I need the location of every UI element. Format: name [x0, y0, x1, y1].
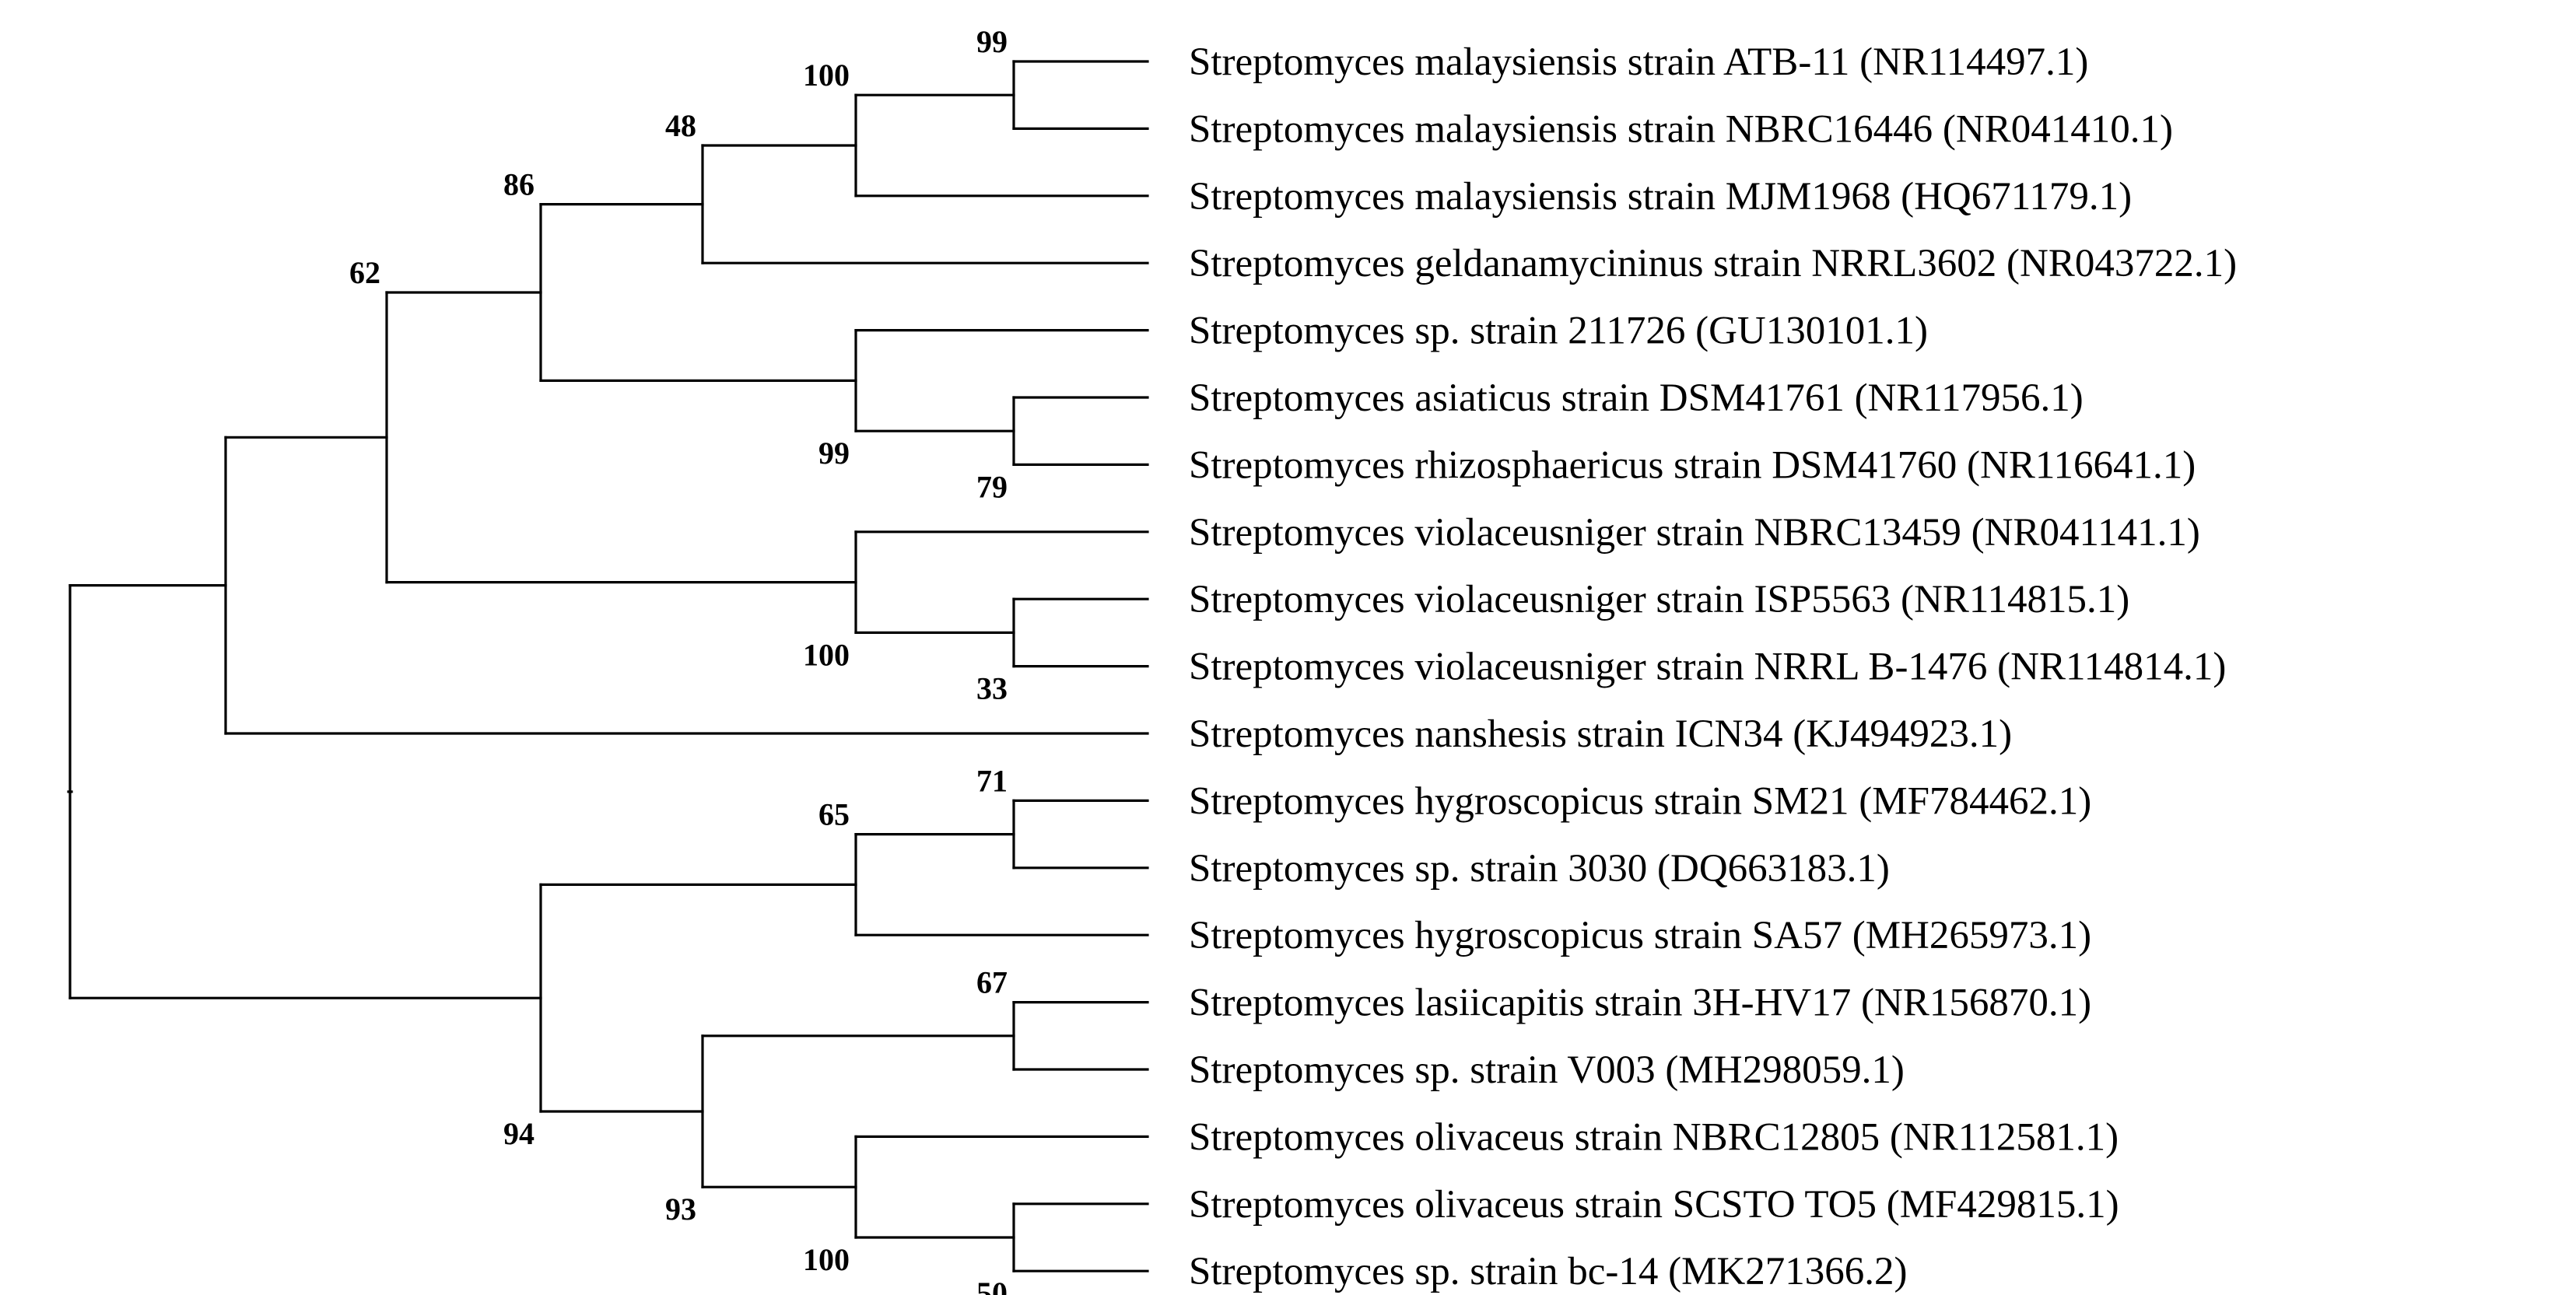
bootstrap-value: 65 — [818, 797, 850, 832]
taxon-label: Streptomyces malaysiensis strain MJM1968… — [1189, 175, 2132, 219]
taxon-label: Streptomyces hygroscopicus strain SA57 (… — [1189, 914, 2091, 957]
bootstrap-value: 71 — [976, 763, 1008, 798]
taxon-label: Streptomyces rhizosphaericus strain DSM4… — [1189, 443, 2196, 487]
taxon-label: Streptomyces hygroscopicus strain SM21 (… — [1189, 779, 2091, 823]
bootstrap-value: 100 — [803, 58, 850, 93]
taxon-label: Streptomyces sp. strain 211726 (GU130101… — [1189, 310, 1928, 353]
taxon-label: Streptomyces olivaceus strain NBRC12805 … — [1189, 1115, 2119, 1159]
taxon-label: Streptomyces sp. strain V003 (MH298059.1… — [1189, 1048, 1905, 1092]
bootstrap-values: 99 100 48 86 79 99 33 100 62 71 65 67 50 100 93 94 — [349, 24, 1008, 1295]
bootstrap-value: 93 — [665, 1192, 696, 1227]
bootstrap-value: 79 — [976, 469, 1008, 504]
taxon-label: Streptomyces sp. strain bc-14 (MK271366.… — [1189, 1250, 1908, 1293]
taxon-labels: Streptomyces malaysiensis strain ATB-11 … — [1189, 40, 2237, 1293]
bootstrap-value: 67 — [976, 965, 1008, 1000]
bootstrap-value: 62 — [349, 255, 380, 290]
tree-branches — [67, 60, 1149, 1272]
bootstrap-value: 99 — [818, 436, 850, 471]
bootstrap-value: 99 — [976, 24, 1008, 59]
bootstrap-value: 86 — [503, 167, 534, 202]
taxon-label: Streptomyces malaysiensis strain NBRC164… — [1189, 107, 2173, 151]
taxon-label: Streptomyces lasiicapitis strain 3H-HV17… — [1189, 982, 2091, 1025]
taxon-label: Streptomyces violaceusniger strain ISP55… — [1189, 578, 2129, 621]
bootstrap-value: 50 — [976, 1276, 1008, 1295]
bootstrap-value: 100 — [803, 637, 850, 672]
taxon-label: Streptomyces sp. strain 3030 (DQ663183.1… — [1189, 847, 1890, 891]
taxon-label: Streptomyces violaceusniger strain NRRL … — [1189, 646, 2226, 689]
taxon-label: Streptomyces olivaceus strain SCSTO TO5 … — [1189, 1183, 2119, 1227]
taxon-label: Streptomyces geldanamycininus strain NRR… — [1189, 242, 2237, 285]
bootstrap-value: 94 — [503, 1116, 534, 1151]
taxon-label: Streptomyces asiaticus strain DSM41761 (… — [1189, 376, 2084, 420]
bootstrap-value: 48 — [665, 108, 696, 143]
bootstrap-value: 33 — [976, 671, 1008, 706]
taxon-label: Streptomyces nanshesis strain ICN34 (KJ4… — [1189, 712, 2012, 756]
taxon-label: Streptomyces violaceusniger strain NBRC1… — [1189, 511, 2200, 555]
bootstrap-value: 100 — [803, 1242, 850, 1277]
taxon-label: Streptomyces malaysiensis strain ATB-11 … — [1189, 40, 2088, 84]
